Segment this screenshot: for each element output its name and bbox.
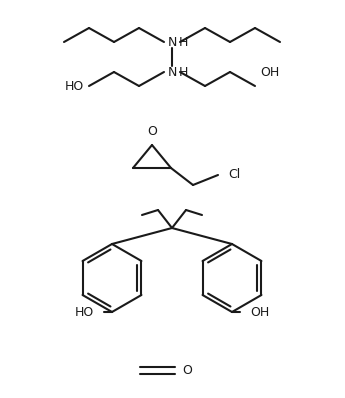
Text: OH: OH	[250, 306, 269, 318]
Text: Cl: Cl	[228, 168, 240, 181]
Text: O: O	[147, 125, 157, 138]
Text: N: N	[167, 66, 177, 78]
Text: HO: HO	[75, 306, 94, 318]
Text: N: N	[167, 35, 177, 49]
Text: OH: OH	[260, 66, 280, 78]
Text: H: H	[179, 35, 188, 49]
Text: H: H	[179, 66, 188, 78]
Text: HO: HO	[65, 80, 83, 92]
Text: O: O	[182, 363, 192, 377]
